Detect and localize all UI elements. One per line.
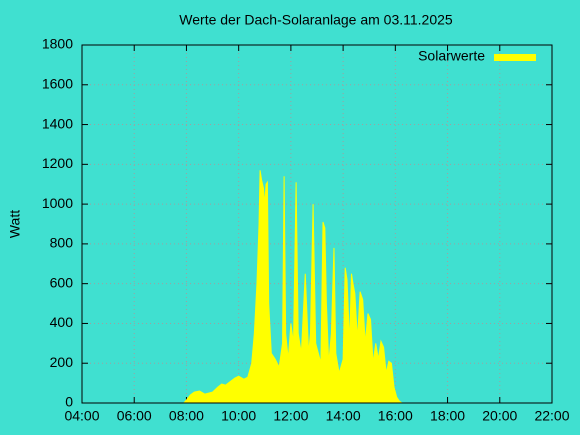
- y-axis-label: Watt: [7, 210, 23, 238]
- y-tick-label: 400: [50, 314, 74, 330]
- x-tick-label: 20:00: [482, 408, 517, 424]
- x-tick-label: 12:00: [273, 408, 308, 424]
- x-tick-label: 04:00: [64, 408, 99, 424]
- area: [182, 170, 404, 404]
- y-tick-label: 1400: [42, 115, 73, 131]
- y-tick-label: 1200: [42, 155, 73, 171]
- y-tick-label: 1000: [42, 195, 73, 211]
- x-tick-label: 08:00: [169, 408, 204, 424]
- y-tick-label: 200: [50, 354, 74, 370]
- legend-swatch: [494, 54, 536, 61]
- legend-label: Solarwerte: [418, 48, 485, 64]
- x-tick-label: 16:00: [378, 408, 413, 424]
- y-tick-label: 600: [50, 274, 74, 290]
- y-tick-label: 1800: [42, 36, 73, 52]
- plot-border: [81, 44, 553, 404]
- y-tick-label: 1600: [42, 75, 73, 91]
- x-tick-label: 10:00: [221, 408, 256, 424]
- x-tick-label: 18:00: [430, 408, 465, 424]
- y-tick-label: 800: [50, 235, 74, 251]
- x-tick-label: 14:00: [326, 408, 361, 424]
- x-tick-label: 06:00: [117, 408, 152, 424]
- y-tick-label: 0: [65, 394, 73, 410]
- chart-title: Werte der Dach-Solaranlage am 03.11.2025: [179, 12, 453, 28]
- x-tick-label: 22:00: [534, 408, 569, 424]
